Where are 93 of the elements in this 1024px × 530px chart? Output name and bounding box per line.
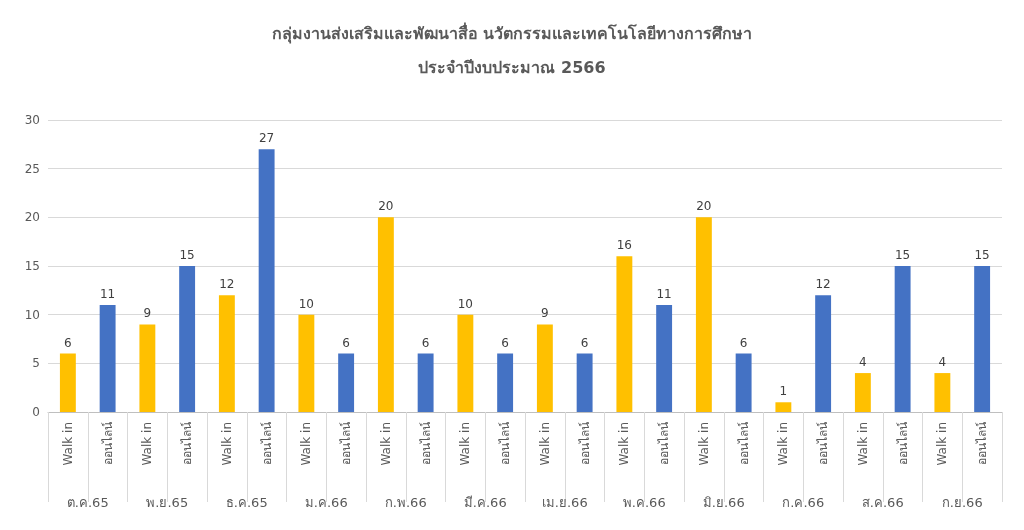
bar xyxy=(258,149,275,412)
bar xyxy=(815,295,832,412)
data-label: 10 xyxy=(457,296,474,311)
y-tick-label: 0 xyxy=(32,405,40,419)
x-tick-label: ส.ค.66 xyxy=(861,495,904,510)
text: ออนไลน์ xyxy=(736,422,751,465)
text: ออนไลน์ xyxy=(498,422,513,465)
text: Walk in xyxy=(299,422,314,466)
x-tick-label: พ.ย.65 xyxy=(146,495,189,510)
data-label: 20 xyxy=(696,199,712,214)
data-label: 4 xyxy=(859,355,867,370)
bar xyxy=(576,353,593,412)
text: Walk in xyxy=(537,422,552,466)
text: ออนไลน์ xyxy=(577,422,592,465)
chart-title: กลุ่มงานส่งเสริมและพัฒนาสื่อ นวัตกรรมและเทคโนโลยีทางการศึกษา xyxy=(271,21,753,44)
data-label: 12 xyxy=(815,277,831,292)
data-label: 20 xyxy=(378,199,394,214)
y-tick-label: 10 xyxy=(24,307,40,322)
data-label: 9 xyxy=(143,306,152,321)
text: ออนไลน์ xyxy=(100,422,115,465)
x-tick-label: มิ.ย.66 xyxy=(702,495,745,510)
data-label: 10 xyxy=(298,296,315,311)
text: ออนไลน์ xyxy=(657,422,672,465)
text: Walk in xyxy=(617,422,632,466)
bar xyxy=(974,266,991,412)
data-label: 15 xyxy=(894,248,911,262)
chart-subtitle: ประจำปีงบประมาณ 2566 xyxy=(418,57,606,77)
text: Walk in xyxy=(60,422,75,466)
x-tick-label: ก.ย.66 xyxy=(941,495,983,510)
text: ออนไลน์ xyxy=(180,422,195,465)
data-label: 15 xyxy=(179,248,195,262)
text: ออนไลน์ xyxy=(895,422,910,465)
data-label: 6 xyxy=(342,335,350,350)
bar xyxy=(457,314,474,412)
data-label: 15 xyxy=(974,248,990,262)
bar xyxy=(139,324,156,412)
text: ออนไลน์ xyxy=(259,422,274,465)
x-tick-label: พ.ค.66 xyxy=(622,495,666,510)
data-label: 6 xyxy=(64,335,72,350)
data-label: 6 xyxy=(501,335,509,350)
bar xyxy=(417,353,434,412)
text: Walk in xyxy=(935,422,950,466)
bar xyxy=(656,304,673,412)
text: ออนไลน์ xyxy=(339,422,354,465)
text: ออนไลน์ xyxy=(816,422,831,465)
text: Walk in xyxy=(378,422,393,466)
y-tick-label: 5 xyxy=(32,356,40,371)
x-tick-label: ต.ค.65 xyxy=(66,495,109,510)
bar xyxy=(179,266,196,412)
bar xyxy=(377,217,394,412)
data-label: 16 xyxy=(616,238,633,253)
bar xyxy=(854,373,871,412)
text: Walk in xyxy=(776,422,791,466)
text: Walk in xyxy=(140,422,155,466)
bar xyxy=(536,324,553,412)
bar xyxy=(934,373,951,412)
y-tick-label: 25 xyxy=(24,161,40,176)
bar xyxy=(894,266,911,412)
x-tick-label: ก.ค.66 xyxy=(782,495,825,510)
data-label: 12 xyxy=(219,277,235,292)
bar xyxy=(218,295,235,412)
text: Walk in xyxy=(855,422,870,466)
bar xyxy=(298,314,315,412)
text: Walk in xyxy=(219,422,234,466)
text: Walk in xyxy=(696,422,711,466)
bar xyxy=(695,217,712,412)
y-tick-label: 15 xyxy=(24,259,40,273)
bar xyxy=(735,353,752,412)
x-tick-label: เม.ย.66 xyxy=(541,495,588,510)
bar xyxy=(616,256,633,412)
bar xyxy=(59,353,76,412)
bar xyxy=(338,353,355,412)
data-label: 9 xyxy=(541,306,549,321)
y-tick-label: 20 xyxy=(24,210,40,225)
data-label: 4 xyxy=(938,355,947,370)
data-label: 6 xyxy=(580,335,589,350)
bar xyxy=(497,353,514,412)
data-label: 11 xyxy=(656,286,672,301)
x-tick-label: ธ.ค.65 xyxy=(225,495,268,510)
data-label: 27 xyxy=(258,131,275,146)
data-label: 11 xyxy=(99,286,116,301)
data-label: 1 xyxy=(779,384,788,399)
y-tick-label: 30 xyxy=(24,113,40,127)
text: ออนไลน์ xyxy=(975,422,990,465)
x-tick-label: ม.ค.66 xyxy=(304,495,348,510)
data-label: 6 xyxy=(421,335,430,350)
bar xyxy=(99,304,116,412)
x-tick-label: มี.ค.66 xyxy=(463,495,507,510)
bar xyxy=(775,402,792,412)
text: Walk in xyxy=(458,422,473,466)
data-label: 6 xyxy=(739,335,748,350)
text: ออนไลน์ xyxy=(418,422,433,465)
x-tick-label: ก.พ.66 xyxy=(384,495,427,510)
